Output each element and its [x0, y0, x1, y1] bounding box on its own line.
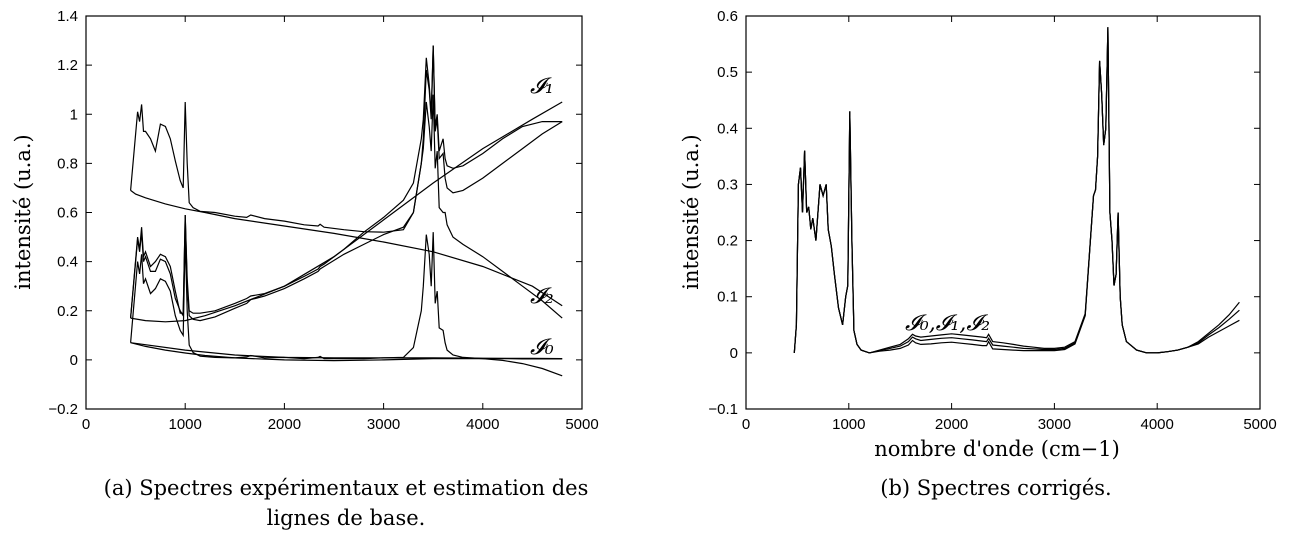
left-series-line-5 — [130, 232, 563, 360]
left-series-line-4 — [130, 94, 563, 322]
left-x-tick-label-1: 1000 — [169, 416, 202, 433]
left-series-line-7 — [130, 342, 563, 360]
right-y-tick-label-5: 0.4 — [717, 120, 738, 137]
chart-left: 0 1000 2000 3000 4000 5000−0.200.20.40.60.811… — [11, 8, 599, 433]
left-x-tick-label-0: 0 — [82, 416, 90, 433]
left-y-tick-label-1: 0 — [70, 352, 78, 369]
left-y-tick-label-8: 1.4 — [57, 8, 78, 25]
left-x-tick-label-3: 3000 — [367, 416, 400, 433]
left-ticks: 0 1000 2000 3000 4000 5000−0.200.20.40.60.811… — [48, 8, 598, 433]
right-y-tick-label-0: −0.1 — [708, 401, 738, 418]
left-y-tick-label-6: 1 — [70, 106, 78, 123]
right-y-tick-label-1: 0 — [730, 345, 738, 362]
right-x-tick-label-5: 5000 — [1243, 416, 1276, 433]
right-y-axis-label: intensité (u.a.) — [679, 134, 703, 289]
right-x-tick-label-3: 3000 — [1038, 416, 1071, 433]
caption-left: (a) Spectres expérimentaux et estimation… — [103, 476, 589, 530]
right-series-group — [793, 27, 1240, 354]
left-y-axis-label: intensité (u.a.) — [11, 134, 35, 289]
left-annotation-i2: 𝓘₂ — [530, 284, 554, 309]
right-annotation-i012: 𝓘₀,𝓘₁,𝓘₂ — [905, 311, 990, 336]
left-y-tick-label-4: 0.6 — [57, 205, 78, 222]
left-annotation-i1: 𝓘₁ — [530, 74, 554, 99]
right-x-axis-label: nombre d'onde (cm−1) — [874, 437, 1120, 461]
left-series-line-1 — [130, 189, 563, 307]
right-y-tick-label-2: 0.1 — [717, 289, 738, 306]
right-x-tick-label-4: 4000 — [1141, 416, 1174, 433]
right-plot-frame — [745, 15, 1261, 410]
left-series-line-2 — [130, 101, 563, 323]
right-x-tick-label-0: 0 — [742, 416, 750, 433]
right-series-line-1 — [793, 27, 1240, 354]
right-x-tick-label-1: 1000 — [832, 416, 865, 433]
chart-right: 0 1000 2000 3000 4000 5000−0.100.10.20.30.40.… — [679, 8, 1277, 461]
left-series-line-3 — [130, 45, 563, 319]
caption-right: (b) Spectres corrigés. — [880, 476, 1112, 500]
left-series-line-6 — [130, 342, 563, 377]
left-y-tick-label-2: 0.2 — [57, 303, 78, 320]
right-ticks: 0 1000 2000 3000 4000 5000−0.100.10.20.30.40.… — [708, 8, 1276, 433]
right-series-line-2 — [793, 27, 1240, 354]
left-x-tick-label-5: 5000 — [565, 416, 598, 433]
left-annotation-i0: 𝓘₀ — [530, 335, 554, 360]
right-y-tick-label-4: 0.3 — [717, 176, 738, 193]
left-y-tick-label-0: −0.2 — [48, 401, 78, 418]
left-y-tick-label-5: 0.8 — [57, 155, 78, 172]
right-series-line-0 — [793, 27, 1240, 354]
left-y-tick-label-3: 0.4 — [57, 254, 78, 271]
right-x-tick-label-2: 2000 — [935, 416, 968, 433]
left-series-group — [130, 45, 563, 377]
left-x-tick-label-4: 4000 — [466, 416, 499, 433]
right-y-tick-label-3: 0.2 — [717, 233, 738, 250]
right-y-tick-label-6: 0.5 — [717, 64, 738, 81]
left-y-tick-label-7: 1.2 — [57, 57, 78, 74]
left-plot-frame — [85, 15, 583, 410]
left-x-tick-label-2: 2000 — [268, 416, 301, 433]
left-series-line-0 — [130, 45, 563, 233]
right-y-tick-label-7: 0.6 — [717, 8, 738, 25]
